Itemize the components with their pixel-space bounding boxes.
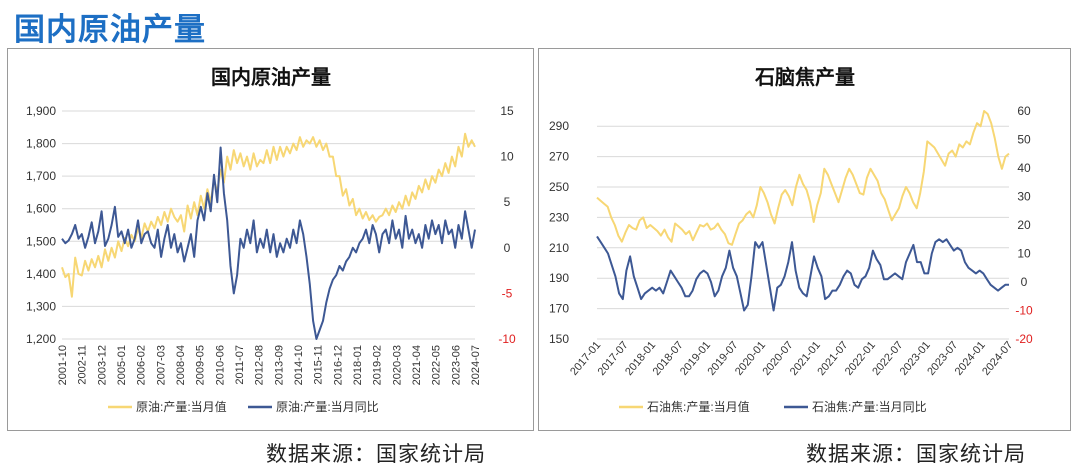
- page-title: 国内原油产量: [14, 12, 206, 48]
- chart-crude-oil-output: 国内原油产量 1,200 1,300 1,400 1,500 1,600 1,700 1,80…: [26, 65, 516, 414]
- x-tick-label: 2016-12: [332, 345, 344, 385]
- y-left-tick-label: 1,400: [26, 267, 56, 281]
- x-tick-label: 2023-06: [450, 345, 462, 385]
- legend-label: 原油:产量:当月值: [136, 399, 227, 414]
- chart-title: 国内原油产量: [211, 65, 331, 89]
- y-left-tick-label: 1,800: [26, 137, 56, 151]
- y-right-tick-label: 30: [1017, 190, 1031, 204]
- legend-label: 石油焦:产量:当月值: [647, 399, 750, 414]
- series-line-monthly-value: [596, 110, 1010, 246]
- x-tick-label: 2024-07: [470, 345, 482, 385]
- y-left-tick-label: 1,500: [26, 234, 56, 248]
- x-tick-label: 2011-07: [234, 345, 246, 385]
- x-tick-label: 2012-08: [254, 345, 266, 385]
- series-line-yoy: [61, 146, 476, 340]
- x-tick-label: 2020-03: [391, 345, 403, 385]
- x-tick-label: 2009-05: [195, 345, 207, 385]
- x-tick-label: 2006-02: [136, 345, 148, 385]
- legend-label: 原油:产量:当月同比: [276, 400, 379, 414]
- y-right-tick-label: 40: [1017, 161, 1031, 175]
- y-left-tick-label: 290: [549, 119, 569, 133]
- y-left-tick-label: 210: [549, 241, 569, 255]
- series-line-monthly-value: [61, 132, 476, 298]
- chart-panel-naphtha-coke: 石脑焦产量 150 170 190 210 230 250 270 290 -20 -10 0 10 20…: [538, 48, 1071, 431]
- x-tick-label: 2015-11: [313, 345, 325, 385]
- x-tick-label: 2001-10: [57, 345, 69, 385]
- y-right-tick-label: 60: [1017, 104, 1031, 118]
- x-tick-label: 2005-01: [116, 345, 128, 385]
- y-left-tick-label: 1,900: [26, 104, 56, 118]
- x-tick-label: 2003-12: [96, 345, 108, 385]
- y-right-tick-label: 0: [504, 241, 511, 255]
- y-right-tick-label: -10: [1015, 304, 1033, 318]
- y-right-tick-label: 0: [1021, 275, 1028, 289]
- x-tick-label: 2002-11: [77, 345, 89, 385]
- x-tick-label: 2008-04: [175, 345, 187, 385]
- y-left-tick-label: 250: [549, 180, 569, 194]
- y-right-tick-label: -10: [498, 332, 516, 346]
- y-right-tick-label: 20: [1017, 218, 1031, 232]
- x-tick-label: 2021-04: [411, 345, 423, 385]
- y-left-tick-label: 170: [549, 302, 569, 316]
- x-tick-label: 2018-01: [352, 345, 364, 385]
- chart-panel-crude-oil: 国内原油产量 1,200 1,300 1,400 1,500 1,600 1,700 1,80…: [7, 48, 534, 431]
- x-tick-label: 2007-03: [155, 345, 167, 385]
- y-left-tick-label: 230: [549, 210, 569, 224]
- x-tick-label: 2010-06: [214, 345, 226, 385]
- y-left-tick-label: 1,200: [26, 332, 56, 346]
- y-left-tick-label: 1,700: [26, 169, 56, 183]
- y-left-tick-label: 270: [549, 150, 569, 164]
- legend-label: 石油焦:产量:当月同比: [812, 400, 927, 414]
- y-left-tick-label: 1,600: [26, 202, 56, 216]
- x-tick-label: 2022-05: [431, 345, 443, 385]
- y-right-tick-label: 5: [504, 195, 511, 209]
- y-right-tick-label: 10: [1017, 247, 1031, 261]
- series-line-yoy: [596, 235, 1009, 312]
- y-left-tick-label: 190: [549, 271, 569, 285]
- data-source-left: 数据来源：国家统计局: [266, 442, 486, 466]
- data-source-right: 数据来源：国家统计局: [806, 442, 1026, 466]
- x-tick-label: 2019-02: [372, 345, 384, 385]
- y-left-tick-label: 150: [549, 332, 569, 346]
- y-right-tick-label: -20: [1015, 332, 1033, 346]
- x-tick-label: 2014-10: [293, 345, 305, 385]
- y-right-tick-label: 10: [500, 150, 514, 164]
- y-right-tick-label: -5: [502, 286, 513, 300]
- chart-title: 石脑焦产量: [754, 65, 855, 89]
- y-left-tick-label: 1,300: [26, 299, 56, 313]
- x-tick-label: 2013-09: [273, 345, 285, 385]
- chart-petroleum-coke-output: 石脑焦产量 150 170 190 210 230 250 270 290 -20 -10 0 10 20…: [549, 65, 1033, 414]
- y-right-tick-label: 15: [500, 104, 514, 118]
- y-right-tick-label: 50: [1017, 133, 1031, 147]
